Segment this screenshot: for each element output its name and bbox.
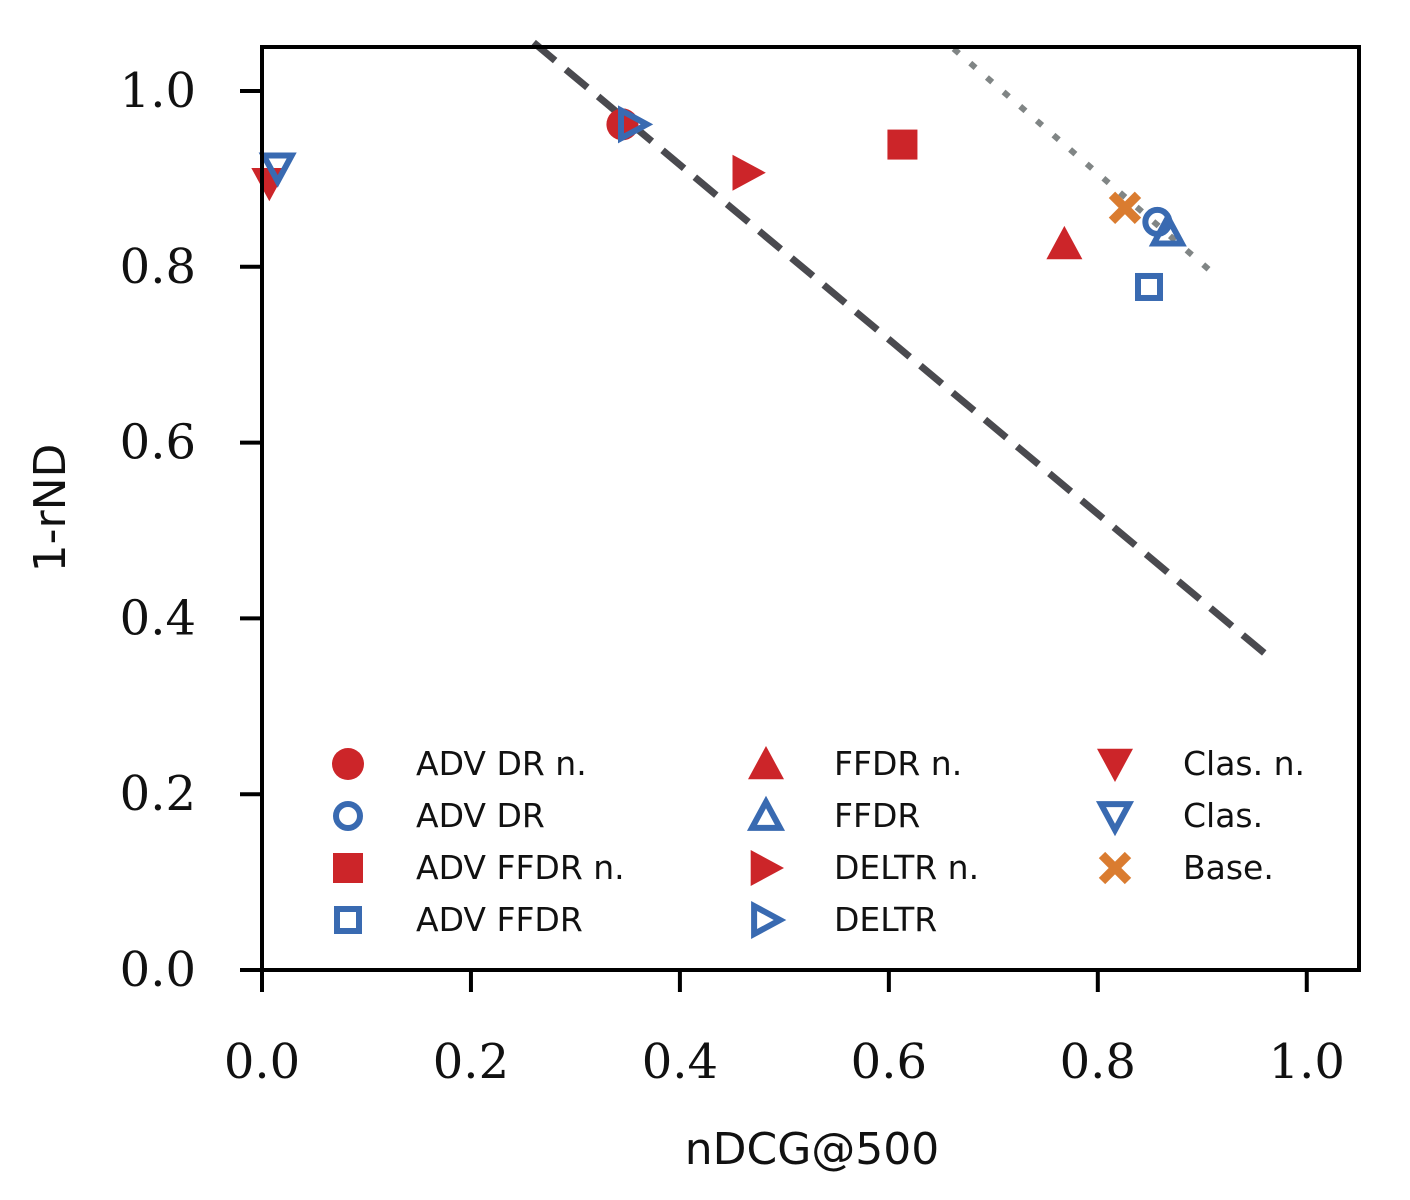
legend-item-ffdr: FFDR bbox=[746, 795, 920, 835]
legend-label: ADV FFDR n. bbox=[416, 848, 625, 887]
legend-marker-adv-ffdr-n bbox=[333, 853, 363, 883]
legend-label: ADV DR n. bbox=[416, 744, 587, 783]
legend: ADV DR n. ADV DR ADV FFDR n. ADV FFDR FFDR n… bbox=[332, 744, 1305, 940]
legend-item-ffdr-n: FFDR n. bbox=[748, 744, 962, 783]
y-tick-label: 0.6 bbox=[120, 415, 196, 471]
legend-item-adv-dr-n: ADV DR n. bbox=[332, 744, 587, 783]
point-clas bbox=[258, 152, 297, 188]
x-tick-label: 0.6 bbox=[851, 1034, 927, 1090]
legend-label: Base. bbox=[1183, 848, 1274, 887]
legend-label: Clas. bbox=[1183, 796, 1263, 835]
legend-marker-adv-ffdr bbox=[334, 906, 362, 934]
legend-marker-adv-dr-n bbox=[332, 748, 364, 780]
x-tick-label: 1.0 bbox=[1269, 1034, 1345, 1090]
legend-marker-base bbox=[1098, 851, 1132, 885]
x-tick-label: 0.8 bbox=[1060, 1034, 1136, 1090]
x-tick-label: 0.0 bbox=[224, 1034, 300, 1090]
legend-marker-clas bbox=[1095, 801, 1135, 837]
legend-marker-deltr-n bbox=[750, 850, 784, 886]
point-ffdr bbox=[1148, 211, 1187, 247]
dotted-reference-line bbox=[951, 46, 1217, 277]
point-adv-ffdr bbox=[1135, 272, 1164, 301]
legend-item-clas: Clas. bbox=[1095, 796, 1263, 837]
dashed-reference-line bbox=[531, 39, 1273, 661]
legend-item-deltr-n: DELTR n. bbox=[750, 848, 979, 887]
legend-marker-deltr bbox=[751, 900, 787, 940]
y-axis-label: 1-rND bbox=[25, 444, 76, 573]
legend-label: FFDR bbox=[834, 796, 920, 835]
legend-marker-clas-n bbox=[1097, 748, 1133, 782]
x-axis-label: nDCG@500 bbox=[685, 1124, 940, 1175]
legend-item-clas-n: Clas. n. bbox=[1097, 744, 1305, 783]
legend-label: DELTR bbox=[834, 900, 937, 939]
legend-label: ADV DR bbox=[416, 796, 545, 835]
y-tick-label: 0.2 bbox=[120, 766, 196, 822]
legend-item-adv-dr: ADV DR bbox=[333, 796, 545, 835]
legend-label: Clas. n. bbox=[1183, 744, 1305, 783]
point-ffdr-n bbox=[1046, 225, 1083, 260]
legend-item-adv-ffdr-n: ADV FFDR n. bbox=[333, 848, 625, 887]
legend-label: ADV FFDR bbox=[416, 900, 583, 939]
legend-item-base: Base. bbox=[1098, 848, 1274, 887]
legend-item-adv-ffdr: ADV FFDR bbox=[334, 900, 583, 939]
legend-label: FFDR n. bbox=[834, 744, 962, 783]
reference-lines bbox=[531, 39, 1273, 661]
plot-frame bbox=[260, 45, 1361, 972]
y-tick-label: 0.4 bbox=[120, 590, 196, 646]
point-deltr-n bbox=[732, 154, 766, 191]
y-tick-label: 0.8 bbox=[120, 239, 196, 295]
x-tick-label: 0.2 bbox=[433, 1034, 509, 1090]
axis-ticks: 0.0 0.2 0.4 0.6 0.8 1.0 0.0 0.2 0.4 0.6 0.8 1.0 bbox=[120, 63, 1345, 1090]
y-tick-label: 1.0 bbox=[120, 63, 196, 119]
point-base bbox=[1108, 191, 1142, 225]
legend-item-deltr: DELTR bbox=[751, 900, 937, 940]
point-adv-ffdr-n bbox=[887, 129, 918, 160]
legend-label: DELTR n. bbox=[834, 848, 979, 887]
x-tick-label: 0.4 bbox=[642, 1034, 718, 1090]
y-tick-label: 0.0 bbox=[120, 942, 196, 998]
point-deltr bbox=[617, 105, 654, 144]
data-points bbox=[251, 105, 1187, 301]
legend-marker-ffdr-n bbox=[748, 746, 784, 780]
legend-marker-adv-dr bbox=[333, 801, 363, 831]
legend-marker-ffdr bbox=[746, 795, 786, 831]
